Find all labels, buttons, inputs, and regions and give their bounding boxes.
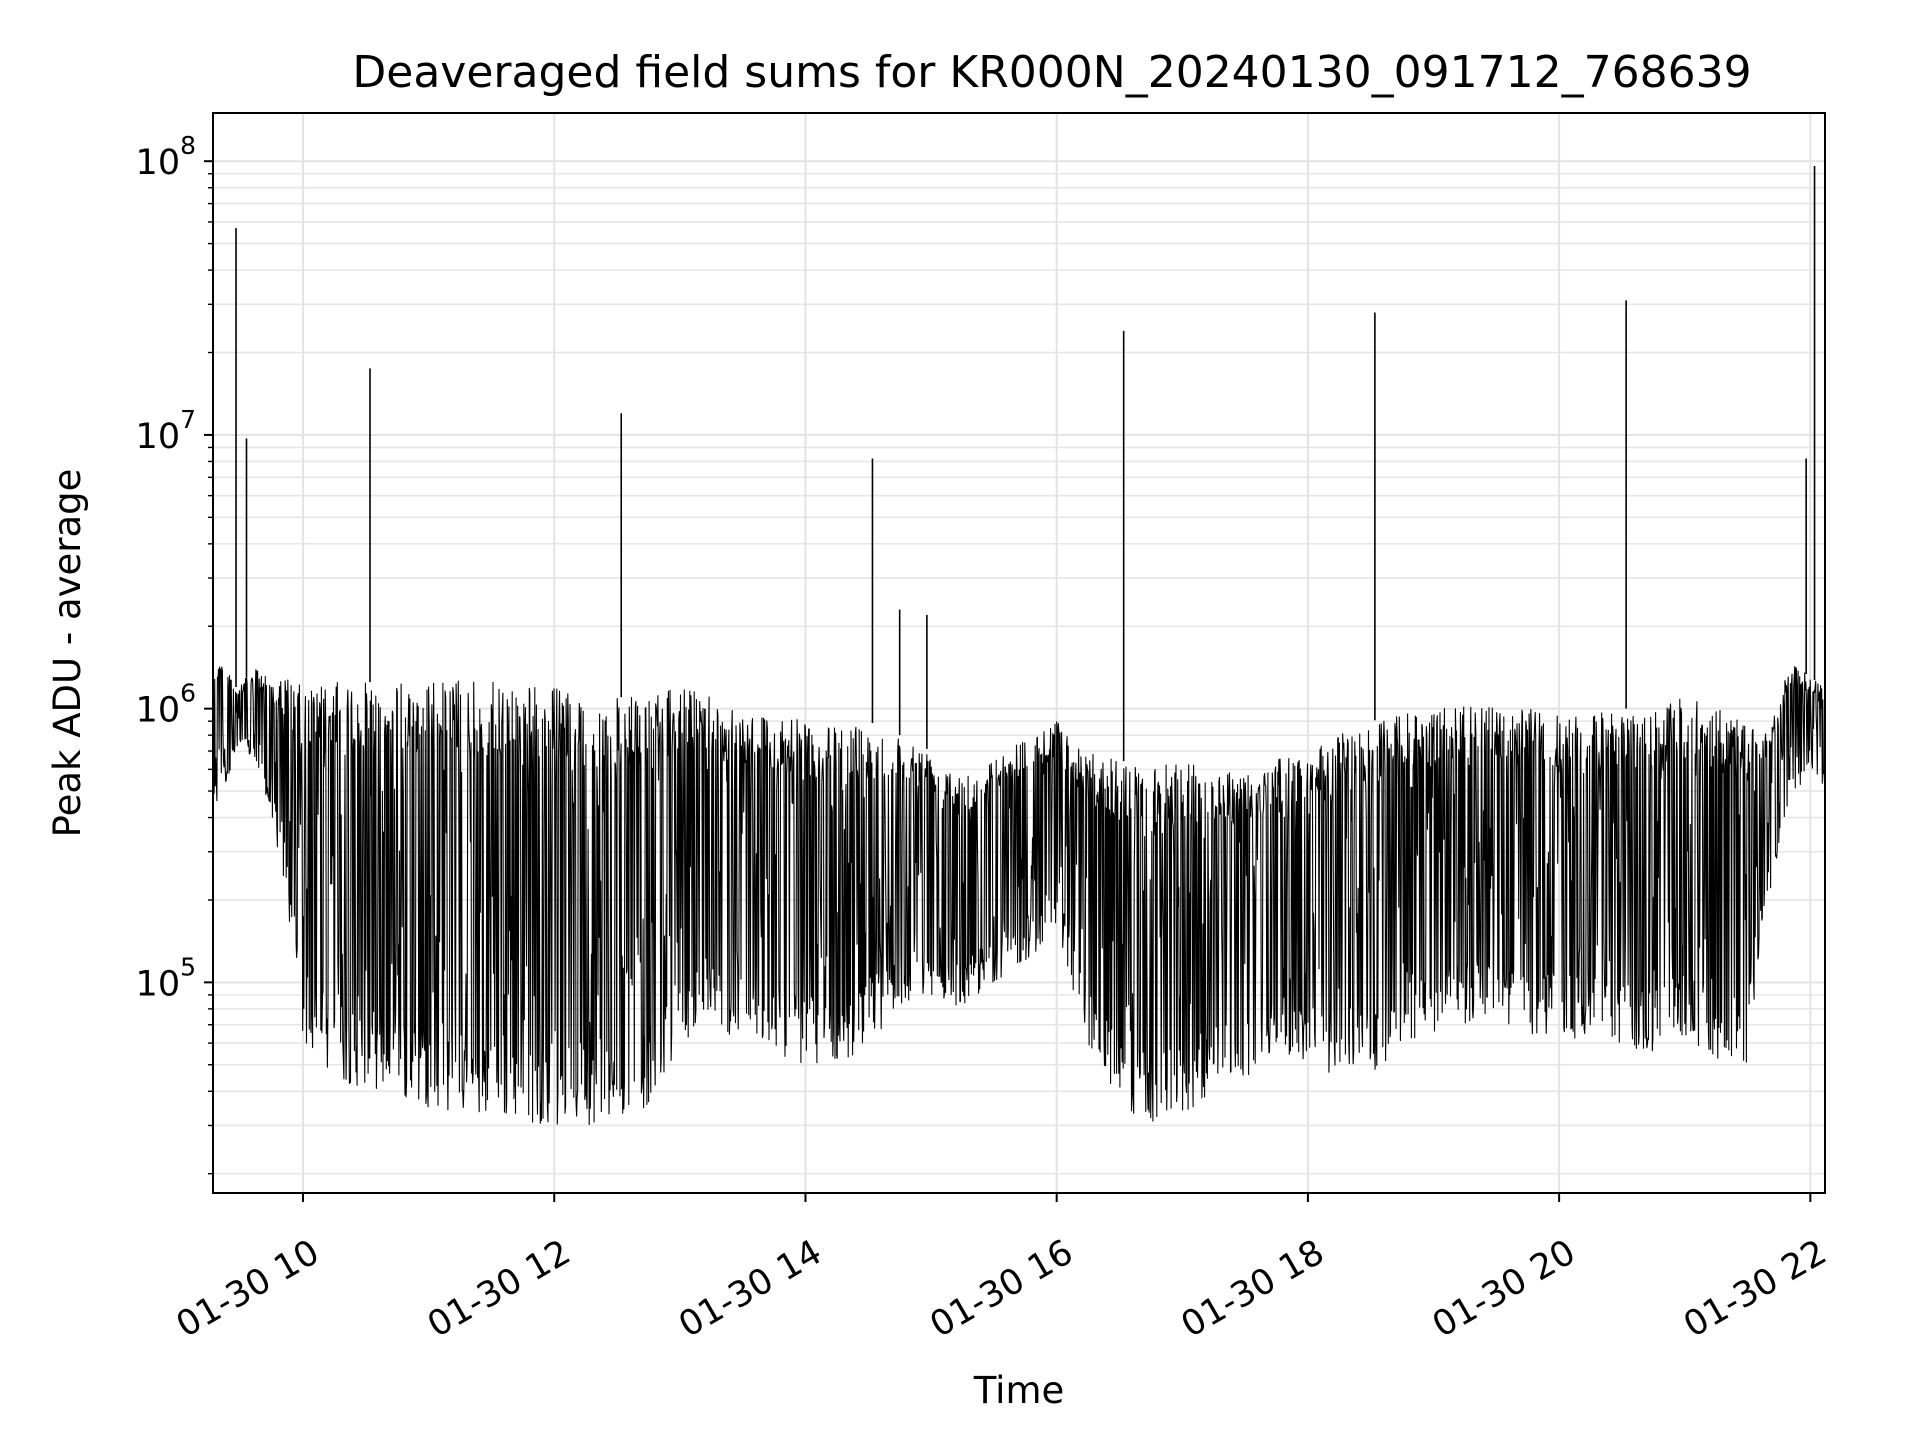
y-tick-label: 108 (136, 131, 196, 183)
y-axis: 105 106 107 108 (136, 131, 213, 1175)
spike-lines (235, 166, 1816, 762)
plot-frame (212, 112, 1826, 1194)
y-tick-label: 105 (136, 952, 196, 1004)
series-line (212, 665, 1826, 1126)
x-axis-label: Time (973, 1369, 1065, 1412)
plot-area (212, 112, 1826, 1194)
grid-major (213, 113, 1825, 1193)
y-tick-label: 107 (136, 405, 196, 457)
y-tick-label: 106 (136, 679, 196, 731)
chart-title: Deaveraged field sums for KR000N_2024013… (352, 47, 1751, 98)
y-axis-label: Peak ADU - average (46, 469, 89, 838)
